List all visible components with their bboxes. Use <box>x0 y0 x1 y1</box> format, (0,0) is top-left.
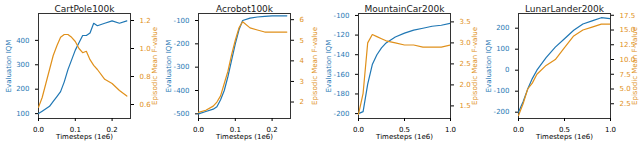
svg-text:1.2: 1.2 <box>140 17 151 25</box>
svg-text:Timesteps (1e6): Timesteps (1e6) <box>55 133 113 141</box>
svg-text:Timesteps (1e6): Timesteps (1e6) <box>535 133 593 141</box>
svg-text:0.1: 0.1 <box>69 126 81 135</box>
svg-text:0.5: 0.5 <box>558 126 571 135</box>
svg-text:17.5: 17.5 <box>620 12 636 20</box>
svg-text:3.0: 3.0 <box>460 39 471 47</box>
svg-text:LunarLander200k: LunarLander200k <box>525 4 605 14</box>
svg-text:12.5: 12.5 <box>619 41 636 49</box>
svg-text:0.0: 0.0 <box>513 126 524 134</box>
svg-text:Evaluation IQM: Evaluation IQM <box>5 40 13 93</box>
svg-text:Evaluation IQM: Evaluation IQM <box>325 40 333 93</box>
svg-text:Timesteps (1e6): Timesteps (1e6) <box>375 133 433 141</box>
svg-text:Episodic Mean F-value: Episodic Mean F-value <box>471 27 479 105</box>
svg-text:-200: -200 <box>334 110 350 118</box>
svg-text:7.5: 7.5 <box>620 70 631 78</box>
svg-text:Episodic Mean F-value: Episodic Mean F-value <box>151 27 159 105</box>
svg-text:0.6: 0.6 <box>140 101 152 109</box>
svg-text:0: 0 <box>505 66 509 74</box>
svg-text:0.0: 0.0 <box>33 126 44 134</box>
svg-text:CartPole100k: CartPole100k <box>54 4 115 14</box>
svg-text:2.0: 2.0 <box>460 81 471 89</box>
svg-text:-140: -140 <box>334 51 350 59</box>
svg-text:-180: -180 <box>334 90 350 98</box>
svg-text:200: 200 <box>16 85 29 93</box>
svg-text:Evaluation IQM: Evaluation IQM <box>165 40 173 93</box>
svg-text:6: 6 <box>300 16 305 24</box>
svg-text:-200: -200 <box>174 40 190 48</box>
svg-text:Evaluation IQM: Evaluation IQM <box>485 40 493 93</box>
svg-text:3.5: 3.5 <box>460 18 471 26</box>
svg-text:400: 400 <box>16 37 29 45</box>
svg-text:0.2: 0.2 <box>106 126 118 135</box>
svg-text:-400: -400 <box>174 87 190 95</box>
svg-text:-120: -120 <box>334 31 350 39</box>
svg-text:-500: -500 <box>174 110 190 118</box>
svg-text:10.0: 10.0 <box>619 55 636 64</box>
svg-text:2.5: 2.5 <box>620 100 631 108</box>
svg-text:MountainCar200k: MountainCar200k <box>365 4 446 14</box>
svg-text:300: 300 <box>16 61 29 69</box>
svg-text:5: 5 <box>300 37 304 45</box>
svg-text:0.5: 0.5 <box>398 126 411 135</box>
svg-text:15.0: 15.0 <box>619 26 636 35</box>
svg-text:200: 200 <box>496 24 509 32</box>
svg-text:100: 100 <box>16 110 29 118</box>
svg-text:1.0: 1.0 <box>140 45 151 53</box>
svg-text:2.5: 2.5 <box>460 60 471 68</box>
svg-text:-100: -100 <box>334 12 350 20</box>
svg-text:Timesteps (1e6): Timesteps (1e6) <box>215 133 273 141</box>
svg-text:1.0: 1.0 <box>605 126 616 134</box>
svg-text:1.0: 1.0 <box>445 126 456 134</box>
svg-text:4: 4 <box>300 57 305 65</box>
svg-text:0.0: 0.0 <box>193 126 204 134</box>
svg-text:Episodic Mean F-value: Episodic Mean F-value <box>311 27 319 105</box>
svg-text:100: 100 <box>496 45 509 53</box>
svg-text:0.8: 0.8 <box>140 73 151 81</box>
svg-text:Episodic Mean F-value: Episodic Mean F-value <box>631 27 639 105</box>
svg-text:-160: -160 <box>334 71 350 79</box>
svg-text:Acrobot100k: Acrobot100k <box>216 4 274 14</box>
svg-text:2: 2 <box>300 98 304 106</box>
svg-text:0.0: 0.0 <box>353 126 364 134</box>
svg-text:0.2: 0.2 <box>266 126 278 135</box>
svg-text:-100: -100 <box>174 17 190 25</box>
svg-text:5.0: 5.0 <box>620 85 631 93</box>
svg-text:-300: -300 <box>174 63 190 71</box>
svg-text:3: 3 <box>300 78 304 86</box>
svg-text:0.1: 0.1 <box>229 126 241 135</box>
svg-text:-100: -100 <box>494 87 510 95</box>
svg-text:1.5: 1.5 <box>460 102 471 110</box>
svg-text:-200: -200 <box>494 108 510 116</box>
